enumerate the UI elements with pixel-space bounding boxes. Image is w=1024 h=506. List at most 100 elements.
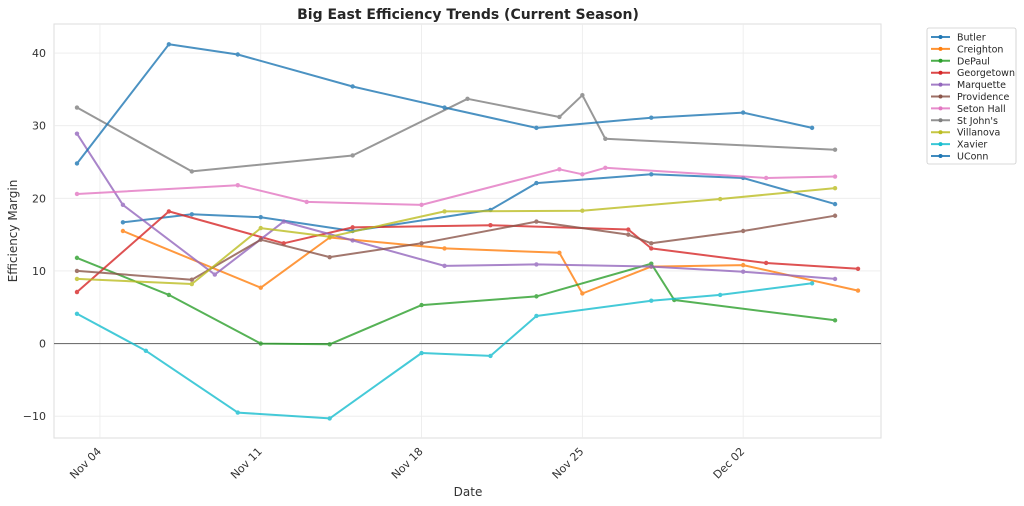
series-group (74, 42, 861, 421)
series-seton-hall (74, 165, 838, 208)
data-point (649, 246, 654, 251)
y-tick-label: −10 (23, 410, 46, 423)
legend-label: St John's (957, 116, 998, 127)
data-point (327, 234, 332, 240)
data-point (74, 131, 80, 136)
data-point (557, 250, 562, 255)
legend-item: St John's (931, 116, 998, 127)
data-point (350, 225, 355, 230)
y-tick-label: 10 (32, 265, 46, 278)
data-point (717, 196, 723, 202)
data-point (649, 241, 654, 246)
legend-item: DePaul (931, 56, 990, 67)
data-point (166, 292, 172, 298)
data-point (809, 281, 815, 286)
data-point (350, 84, 355, 89)
data-point (557, 167, 562, 172)
x-tick-label: Nov 04 (67, 445, 104, 482)
x-axis-ticks: Nov 04 Nov 11 Nov 18 Nov 25 Dec 02 (67, 445, 747, 482)
series-line (76, 94, 836, 173)
legend-label: UConn (957, 152, 988, 163)
data-point (74, 161, 80, 166)
data-point (832, 147, 838, 152)
legend-marker (938, 142, 943, 147)
plot-area (53, 23, 882, 439)
data-point (832, 318, 838, 323)
data-point (488, 222, 493, 228)
data-point (166, 42, 172, 47)
series-georgetown (74, 209, 861, 295)
data-point (189, 281, 195, 287)
legend-item: Providence (931, 92, 1009, 103)
data-point (419, 202, 424, 208)
data-point (740, 228, 746, 234)
data-point (603, 165, 608, 171)
data-point (603, 136, 608, 141)
data-point (74, 191, 80, 197)
legend-marker (938, 130, 943, 135)
data-point (74, 255, 80, 261)
legend-item: Villanova (931, 128, 1000, 139)
data-point (740, 262, 746, 268)
y-tick-label: 30 (32, 120, 46, 133)
data-point (832, 201, 838, 207)
data-point (557, 114, 562, 120)
data-point (235, 410, 240, 415)
data-point (534, 262, 539, 267)
series-xavier (74, 281, 815, 421)
data-point (442, 209, 447, 214)
legend-item: Seton Hall (931, 104, 1006, 115)
data-point (120, 220, 126, 225)
data-point (258, 237, 263, 242)
y-axis-ticks: −10 0 10 20 30 40 (23, 47, 46, 423)
chart-title: Big East Efficiency Trends (Current Seas… (297, 7, 639, 23)
series-line (76, 282, 813, 420)
data-point (327, 342, 332, 347)
data-point (350, 238, 355, 243)
data-point (258, 225, 263, 231)
legend-label: DePaul (957, 56, 990, 67)
data-point (855, 288, 861, 293)
legend-marker (938, 70, 943, 75)
legend-marker (938, 154, 943, 158)
y-axis-label: Efficiency Margin (6, 180, 20, 283)
legend-item: Xavier (931, 140, 987, 151)
series-st-john-s (74, 92, 838, 174)
data-point (327, 254, 332, 260)
data-point (717, 292, 723, 298)
legend-item: Georgetown (931, 68, 1015, 79)
legend-item: Butler (931, 33, 986, 44)
x-axis-label: Date (454, 485, 483, 499)
data-point (534, 125, 539, 131)
data-point (120, 228, 126, 234)
legend: ButlerCreightonDePaulGeorgetownMarquette… (926, 27, 1017, 165)
data-point (740, 269, 746, 274)
data-point (626, 232, 631, 237)
legend-label: Georgetown (957, 68, 1015, 79)
data-point (74, 289, 80, 295)
series-marquette (74, 131, 838, 282)
data-point (534, 219, 539, 224)
data-point (649, 172, 654, 177)
data-point (465, 96, 470, 102)
legend-marker (938, 94, 943, 99)
legend-item: UConn (931, 152, 988, 163)
y-tick-label: 20 (32, 192, 46, 205)
legend-marker (938, 82, 943, 87)
data-point (74, 105, 80, 110)
series-line (76, 214, 836, 281)
data-point (166, 209, 172, 214)
series-villanova (74, 185, 838, 287)
data-point (740, 110, 746, 115)
data-point (120, 202, 126, 208)
data-point (763, 175, 769, 181)
data-point (258, 215, 263, 220)
legend-item: Creighton (931, 44, 1003, 55)
series-providence (74, 213, 838, 282)
data-point (189, 277, 195, 282)
legend-label: Xavier (957, 140, 987, 151)
data-point (649, 115, 654, 120)
data-point (832, 185, 838, 191)
data-point (212, 272, 218, 277)
